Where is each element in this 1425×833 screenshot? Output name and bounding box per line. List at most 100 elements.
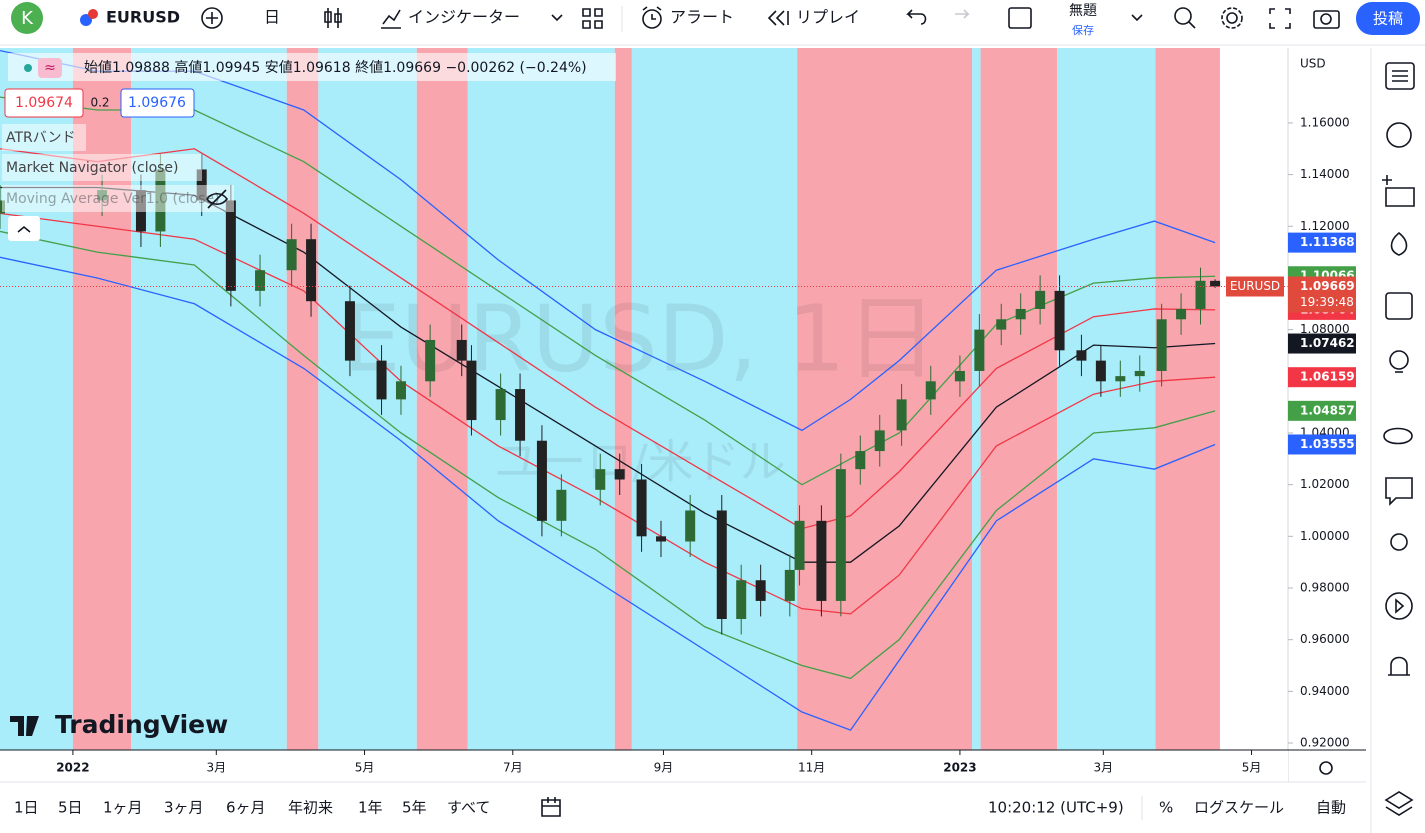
candle-body	[515, 389, 526, 441]
symbol-tag-label: EURUSD	[1230, 279, 1280, 293]
alerts-icon[interactable]	[1386, 122, 1412, 148]
range-button[interactable]: 5年	[402, 799, 427, 817]
indicator-badge	[38, 58, 62, 78]
indicator-icon[interactable]	[381, 9, 401, 29]
candle-body	[1195, 280, 1206, 309]
replay-icon[interactable]	[767, 10, 789, 26]
date-range-icon[interactable]	[541, 797, 561, 817]
last-price-label: 1.09669	[1300, 279, 1355, 293]
search-icon[interactable]	[1174, 7, 1192, 25]
y-tick-label: 1.00000	[1300, 529, 1350, 543]
avatar[interactable]	[11, 2, 43, 34]
sidebar	[1372, 48, 1425, 833]
undo-icon[interactable]	[906, 9, 927, 25]
candle-body	[1076, 350, 1087, 361]
range-button[interactable]: 1ヶ月	[103, 799, 143, 817]
layout-box-icon[interactable]	[1008, 7, 1032, 29]
indicator-label[interactable]: Market Navigator (close)	[6, 160, 179, 176]
x-tick-label: 5月	[1242, 761, 1262, 775]
range-button[interactable]: 5日	[58, 799, 83, 817]
candle-body	[636, 479, 647, 537]
price-tag	[1288, 367, 1356, 388]
ideas-icon[interactable]	[1389, 350, 1409, 370]
messages-icon[interactable]	[1385, 477, 1413, 506]
indicator-bg	[2, 124, 86, 151]
save[interactable]: 保存	[1072, 23, 1094, 37]
candle-body	[614, 469, 625, 480]
candle-body	[874, 430, 885, 452]
candle-body	[1134, 370, 1145, 377]
replay[interactable]: リプレイ	[796, 8, 860, 27]
signals-icon[interactable]	[1390, 533, 1408, 551]
settings-icon[interactable]	[1226, 12, 1238, 24]
candle-body	[495, 389, 506, 421]
interval[interactable]: 日	[264, 8, 280, 27]
range-button[interactable]: すべて	[447, 799, 490, 817]
candle-body	[1015, 308, 1026, 320]
publish-button[interactable]	[1356, 2, 1420, 35]
indicator-label[interactable]: ATRバンド	[6, 130, 75, 146]
auto-scale[interactable]: 自動	[1316, 799, 1346, 817]
candle-body	[286, 239, 297, 271]
candle-body	[595, 469, 606, 490]
watchlist-icon[interactable]	[1385, 62, 1415, 90]
logo: TradingView	[55, 710, 228, 739]
candle-body	[344, 301, 355, 361]
chart-type-icon[interactable]	[324, 8, 342, 28]
trending-icon[interactable]	[1390, 231, 1408, 256]
currency[interactable]: USD	[1300, 57, 1326, 71]
x-tick-label: 9月	[654, 761, 674, 775]
fullscreen-icon[interactable]	[1269, 8, 1291, 29]
alert-icon[interactable]	[642, 9, 662, 29]
clock: 10:20:12 (UTC+9)	[988, 799, 1124, 817]
zone	[1155, 48, 1220, 750]
y-tick-label: 1.14000	[1300, 167, 1350, 181]
indicator-label[interactable]: Moving Average Ver1.0 (close)	[6, 191, 220, 207]
market-status	[24, 64, 32, 72]
ask-box[interactable]	[120, 88, 195, 118]
percent[interactable]: %	[1159, 799, 1173, 817]
layers-icon[interactable]	[1384, 791, 1414, 816]
candle-body	[954, 370, 965, 382]
x-tick-label: 3月	[206, 761, 226, 775]
candle-body	[1095, 360, 1106, 382]
symbol[interactable]: EURUSD	[106, 8, 180, 27]
last-price-tag	[1288, 276, 1356, 313]
zone	[72, 48, 132, 750]
zone	[631, 48, 798, 750]
range-button[interactable]: 6ヶ月	[226, 799, 266, 817]
y-tick-label: 0.94000	[1300, 684, 1350, 698]
calendar-icon[interactable]	[1385, 292, 1413, 320]
add-icon[interactable]	[201, 7, 223, 29]
indicators[interactable]: インジケーター	[408, 8, 520, 27]
layout-icon[interactable]	[582, 8, 603, 29]
streams-icon[interactable]	[1385, 592, 1413, 620]
range-button[interactable]: 1年	[358, 799, 383, 817]
x-tick-label: 2022	[56, 761, 89, 775]
add-icon	[206, 12, 218, 24]
candle-body	[466, 360, 477, 421]
axis-settings-icon[interactable]	[1319, 761, 1333, 775]
sidebar-icons	[1382, 62, 1415, 816]
layout-name[interactable]: 無題	[1069, 3, 1097, 19]
band-line	[0, 49, 1216, 432]
zone	[972, 48, 981, 750]
collapse-button[interactable]	[8, 216, 40, 241]
zone	[131, 48, 287, 750]
alert[interactable]: アラート	[670, 8, 734, 27]
notifications-icon[interactable]	[1388, 656, 1410, 676]
range-button[interactable]: 年初来	[288, 799, 333, 817]
bid-box[interactable]	[4, 88, 84, 118]
chevron[interactable]	[551, 14, 563, 22]
chat-icon[interactable]	[1383, 427, 1413, 445]
log-scale[interactable]: ログスケール	[1194, 799, 1284, 817]
chevron[interactable]	[1131, 14, 1143, 22]
hotlist-icon[interactable]	[1382, 175, 1415, 207]
range-button[interactable]: 1日	[14, 799, 39, 817]
camera-icon[interactable]	[1313, 10, 1340, 29]
range-button[interactable]: 3ヶ月	[164, 799, 204, 817]
hidden-icon[interactable]	[206, 189, 228, 209]
candle-body	[1115, 376, 1126, 382]
zone	[797, 48, 973, 750]
